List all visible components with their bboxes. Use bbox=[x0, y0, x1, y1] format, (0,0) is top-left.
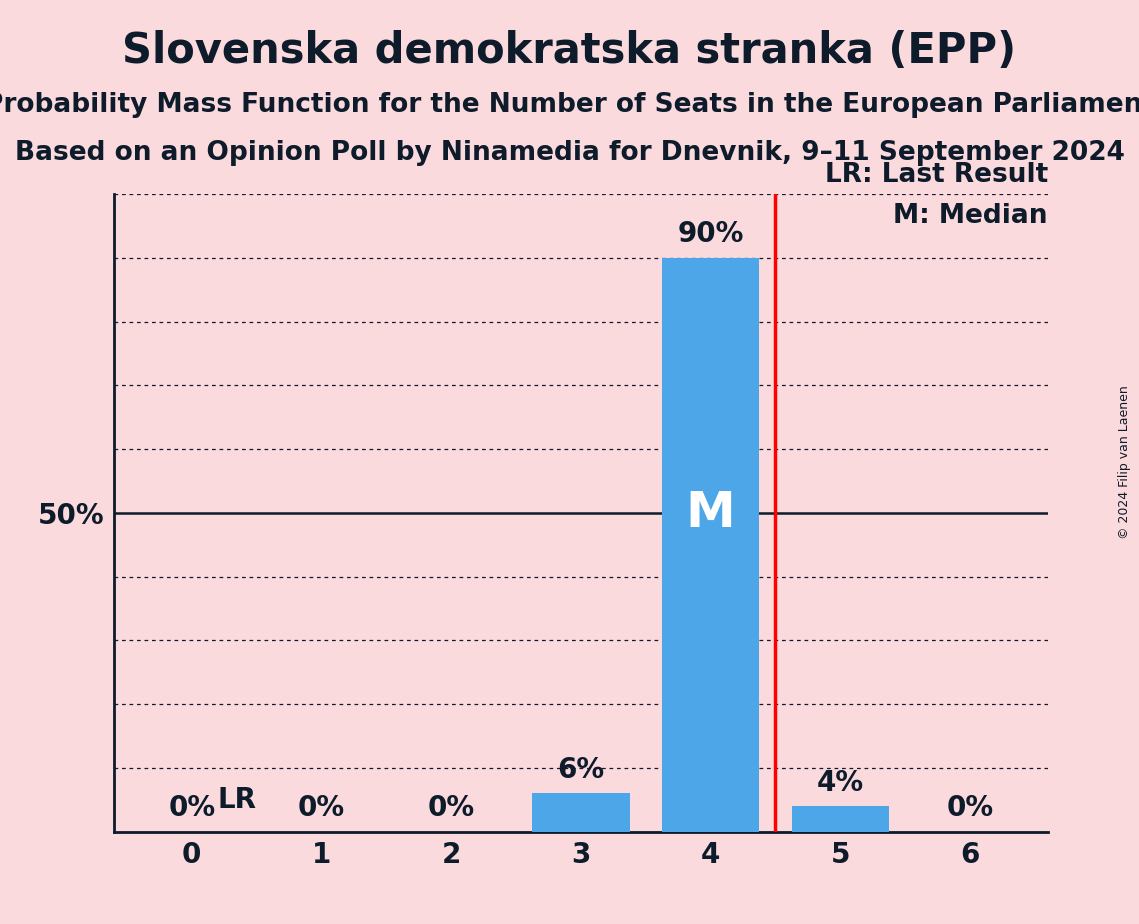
Bar bbox=[532, 794, 630, 832]
Text: LR: LR bbox=[218, 785, 256, 814]
Text: 4%: 4% bbox=[817, 769, 863, 796]
Text: LR: Last Result: LR: Last Result bbox=[825, 162, 1048, 188]
Text: 0%: 0% bbox=[298, 794, 345, 822]
Text: Probability Mass Function for the Number of Seats in the European Parliament: Probability Mass Function for the Number… bbox=[0, 92, 1139, 118]
Text: 0%: 0% bbox=[427, 794, 475, 822]
Text: © 2024 Filip van Laenen: © 2024 Filip van Laenen bbox=[1118, 385, 1131, 539]
Text: 0%: 0% bbox=[169, 794, 215, 822]
Bar bbox=[792, 806, 888, 832]
Text: 0%: 0% bbox=[947, 794, 993, 822]
Text: Based on an Opinion Poll by Ninamedia for Dnevnik, 9–11 September 2024: Based on an Opinion Poll by Ninamedia fo… bbox=[15, 140, 1124, 166]
Bar bbox=[662, 258, 760, 832]
Text: M: M bbox=[686, 489, 736, 537]
Text: 90%: 90% bbox=[678, 220, 744, 249]
Text: 6%: 6% bbox=[557, 756, 605, 784]
Text: M: Median: M: Median bbox=[893, 203, 1048, 229]
Text: Slovenska demokratska stranka (EPP): Slovenska demokratska stranka (EPP) bbox=[122, 30, 1017, 71]
